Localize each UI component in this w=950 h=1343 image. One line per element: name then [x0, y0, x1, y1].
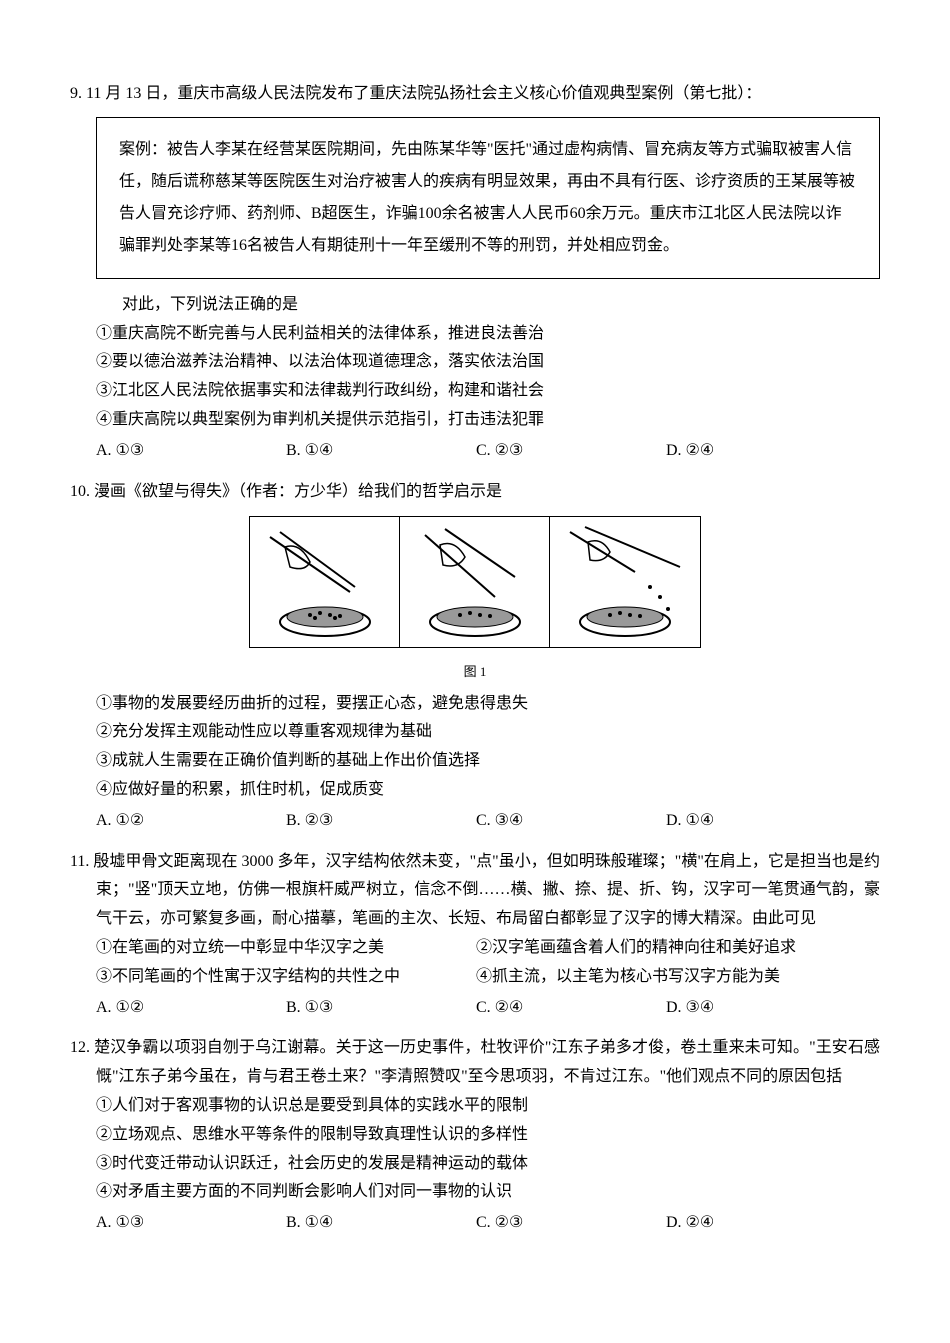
- q9-s2: ②要以德治滋养法治精神、以法治体现道德理念，落实依法治国: [96, 348, 880, 377]
- q9-opt-b: B. ①④: [286, 437, 476, 466]
- q12-opt-d: D. ②④: [666, 1209, 786, 1238]
- q12-opt-c: C. ②③: [476, 1209, 666, 1238]
- q10-s4: ④应做好量的积累，抓住时机，促成质变: [96, 776, 880, 805]
- q9-options: A. ①③ B. ①④ C. ②③ D. ②④: [96, 437, 880, 466]
- q12-s3: ③时代变迁带动认识跃迁，社会历史的发展是精神运动的载体: [96, 1150, 880, 1179]
- q10-caption: 图 1: [70, 660, 880, 683]
- q12-s1: ①人们对于客观事物的认识总是要受到具体的实践水平的限制: [96, 1092, 880, 1121]
- chopsticks-drop-icon: [550, 517, 700, 647]
- q9-opt-a: A. ①③: [96, 437, 286, 466]
- q9-opt-c: C. ②③: [476, 437, 666, 466]
- q11-opt-c: C. ②④: [476, 994, 666, 1023]
- q10-panel-2: [400, 517, 550, 647]
- q12-opt-b: B. ①④: [286, 1209, 476, 1238]
- question-11: 11. 殷墟甲骨文距离现在 3000 多年，汉字结构依然未变，"点"虽小，但如明…: [70, 848, 880, 1023]
- q11-opt-a: A. ①②: [96, 994, 286, 1023]
- q10-figure-panels: [249, 516, 701, 648]
- chopsticks-spread-icon: [400, 517, 550, 647]
- q10-figure: 图 1: [70, 516, 880, 683]
- q10-opt-c: C. ③④: [476, 807, 666, 836]
- q10-s2: ②充分发挥主观能动性应以尊重客观规律为基础: [96, 718, 880, 747]
- q10-s1: ①事物的发展要经历曲折的过程，要摆正心态，避免患得患失: [96, 690, 880, 719]
- q9-s1: ①重庆高院不断完善与人民利益相关的法律体系，推进良法善治: [96, 320, 880, 349]
- q9-sub-stem: 对此，下列说法正确的是: [122, 291, 880, 320]
- q11-s1: ①在笔画的对立统一中彰显中华汉字之美: [96, 934, 476, 963]
- q11-options: A. ①② B. ①③ C. ②④ D. ③④: [96, 994, 880, 1023]
- q11-s4: ④抓主流，以主笔为核心书写汉字方能为美: [476, 963, 880, 992]
- q10-opt-b: B. ②③: [286, 807, 476, 836]
- q10-panel-1: [250, 517, 400, 647]
- q9-opt-d: D. ②④: [666, 437, 786, 466]
- chopsticks-icon: [250, 517, 400, 647]
- q11-s2: ②汉字笔画蕴含着人们的精神向往和美好追求: [476, 934, 880, 963]
- q10-panel-3: [550, 517, 700, 647]
- q9-statements: ①重庆高院不断完善与人民利益相关的法律体系，推进良法善治 ②要以德治滋养法治精神…: [96, 320, 880, 435]
- q11-opt-b: B. ①③: [286, 994, 476, 1023]
- q12-s2: ②立场观点、思维水平等条件的限制导致真理性认识的多样性: [96, 1121, 880, 1150]
- q10-options: A. ①② B. ②③ C. ③④ D. ①④: [96, 807, 880, 836]
- q9-case-text: 案例：被告人李某在经营某医院期间，先由陈某华等"医托"通过虚构病情、冒充病友等方…: [119, 141, 855, 254]
- question-9: 9. 11 月 13 日，重庆市高级人民法院发布了重庆法院弘扬社会主义核心价值观…: [70, 80, 880, 466]
- q12-opt-a: A. ①③: [96, 1209, 286, 1238]
- q11-s3: ③不同笔画的个性寓于汉字结构的共性之中: [96, 963, 476, 992]
- q10-opt-a: A. ①②: [96, 807, 286, 836]
- q12-options: A. ①③ B. ①④ C. ②③ D. ②④: [96, 1209, 880, 1238]
- q9-s4: ④重庆高院以典型案例为审判机关提供示范指引，打击违法犯罪: [96, 406, 880, 435]
- question-12: 12. 楚汉争霸以项羽自刎于乌江谢幕。关于这一历史事件，杜牧评价"江东子弟多才俊…: [70, 1034, 880, 1238]
- q10-opt-d: D. ①④: [666, 807, 786, 836]
- q10-statements: ①事物的发展要经历曲折的过程，要摆正心态，避免患得患失 ②充分发挥主观能动性应以…: [96, 690, 880, 805]
- q11-opt-d: D. ③④: [666, 994, 786, 1023]
- q10-s3: ③成就人生需要在正确价值判断的基础上作出价值选择: [96, 747, 880, 776]
- q9-case-box: 案例：被告人李某在经营某医院期间，先由陈某华等"医托"通过虚构病情、冒充病友等方…: [96, 117, 880, 279]
- q9-s3: ③江北区人民法院依据事实和法律裁判行政纠纷，构建和谐社会: [96, 377, 880, 406]
- q12-statements: ①人们对于客观事物的认识总是要受到具体的实践水平的限制 ②立场观点、思维水平等条…: [96, 1092, 880, 1207]
- question-10: 10. 漫画《欲望与得失》（作者：方少华）给我们的哲学启示是: [70, 478, 880, 836]
- q12-s4: ④对矛盾主要方面的不同判断会影响人们对同一事物的认识: [96, 1178, 880, 1207]
- q11-statements: ①在笔画的对立统一中彰显中华汉字之美 ③不同笔画的个性寓于汉字结构的共性之中 ②…: [96, 934, 880, 992]
